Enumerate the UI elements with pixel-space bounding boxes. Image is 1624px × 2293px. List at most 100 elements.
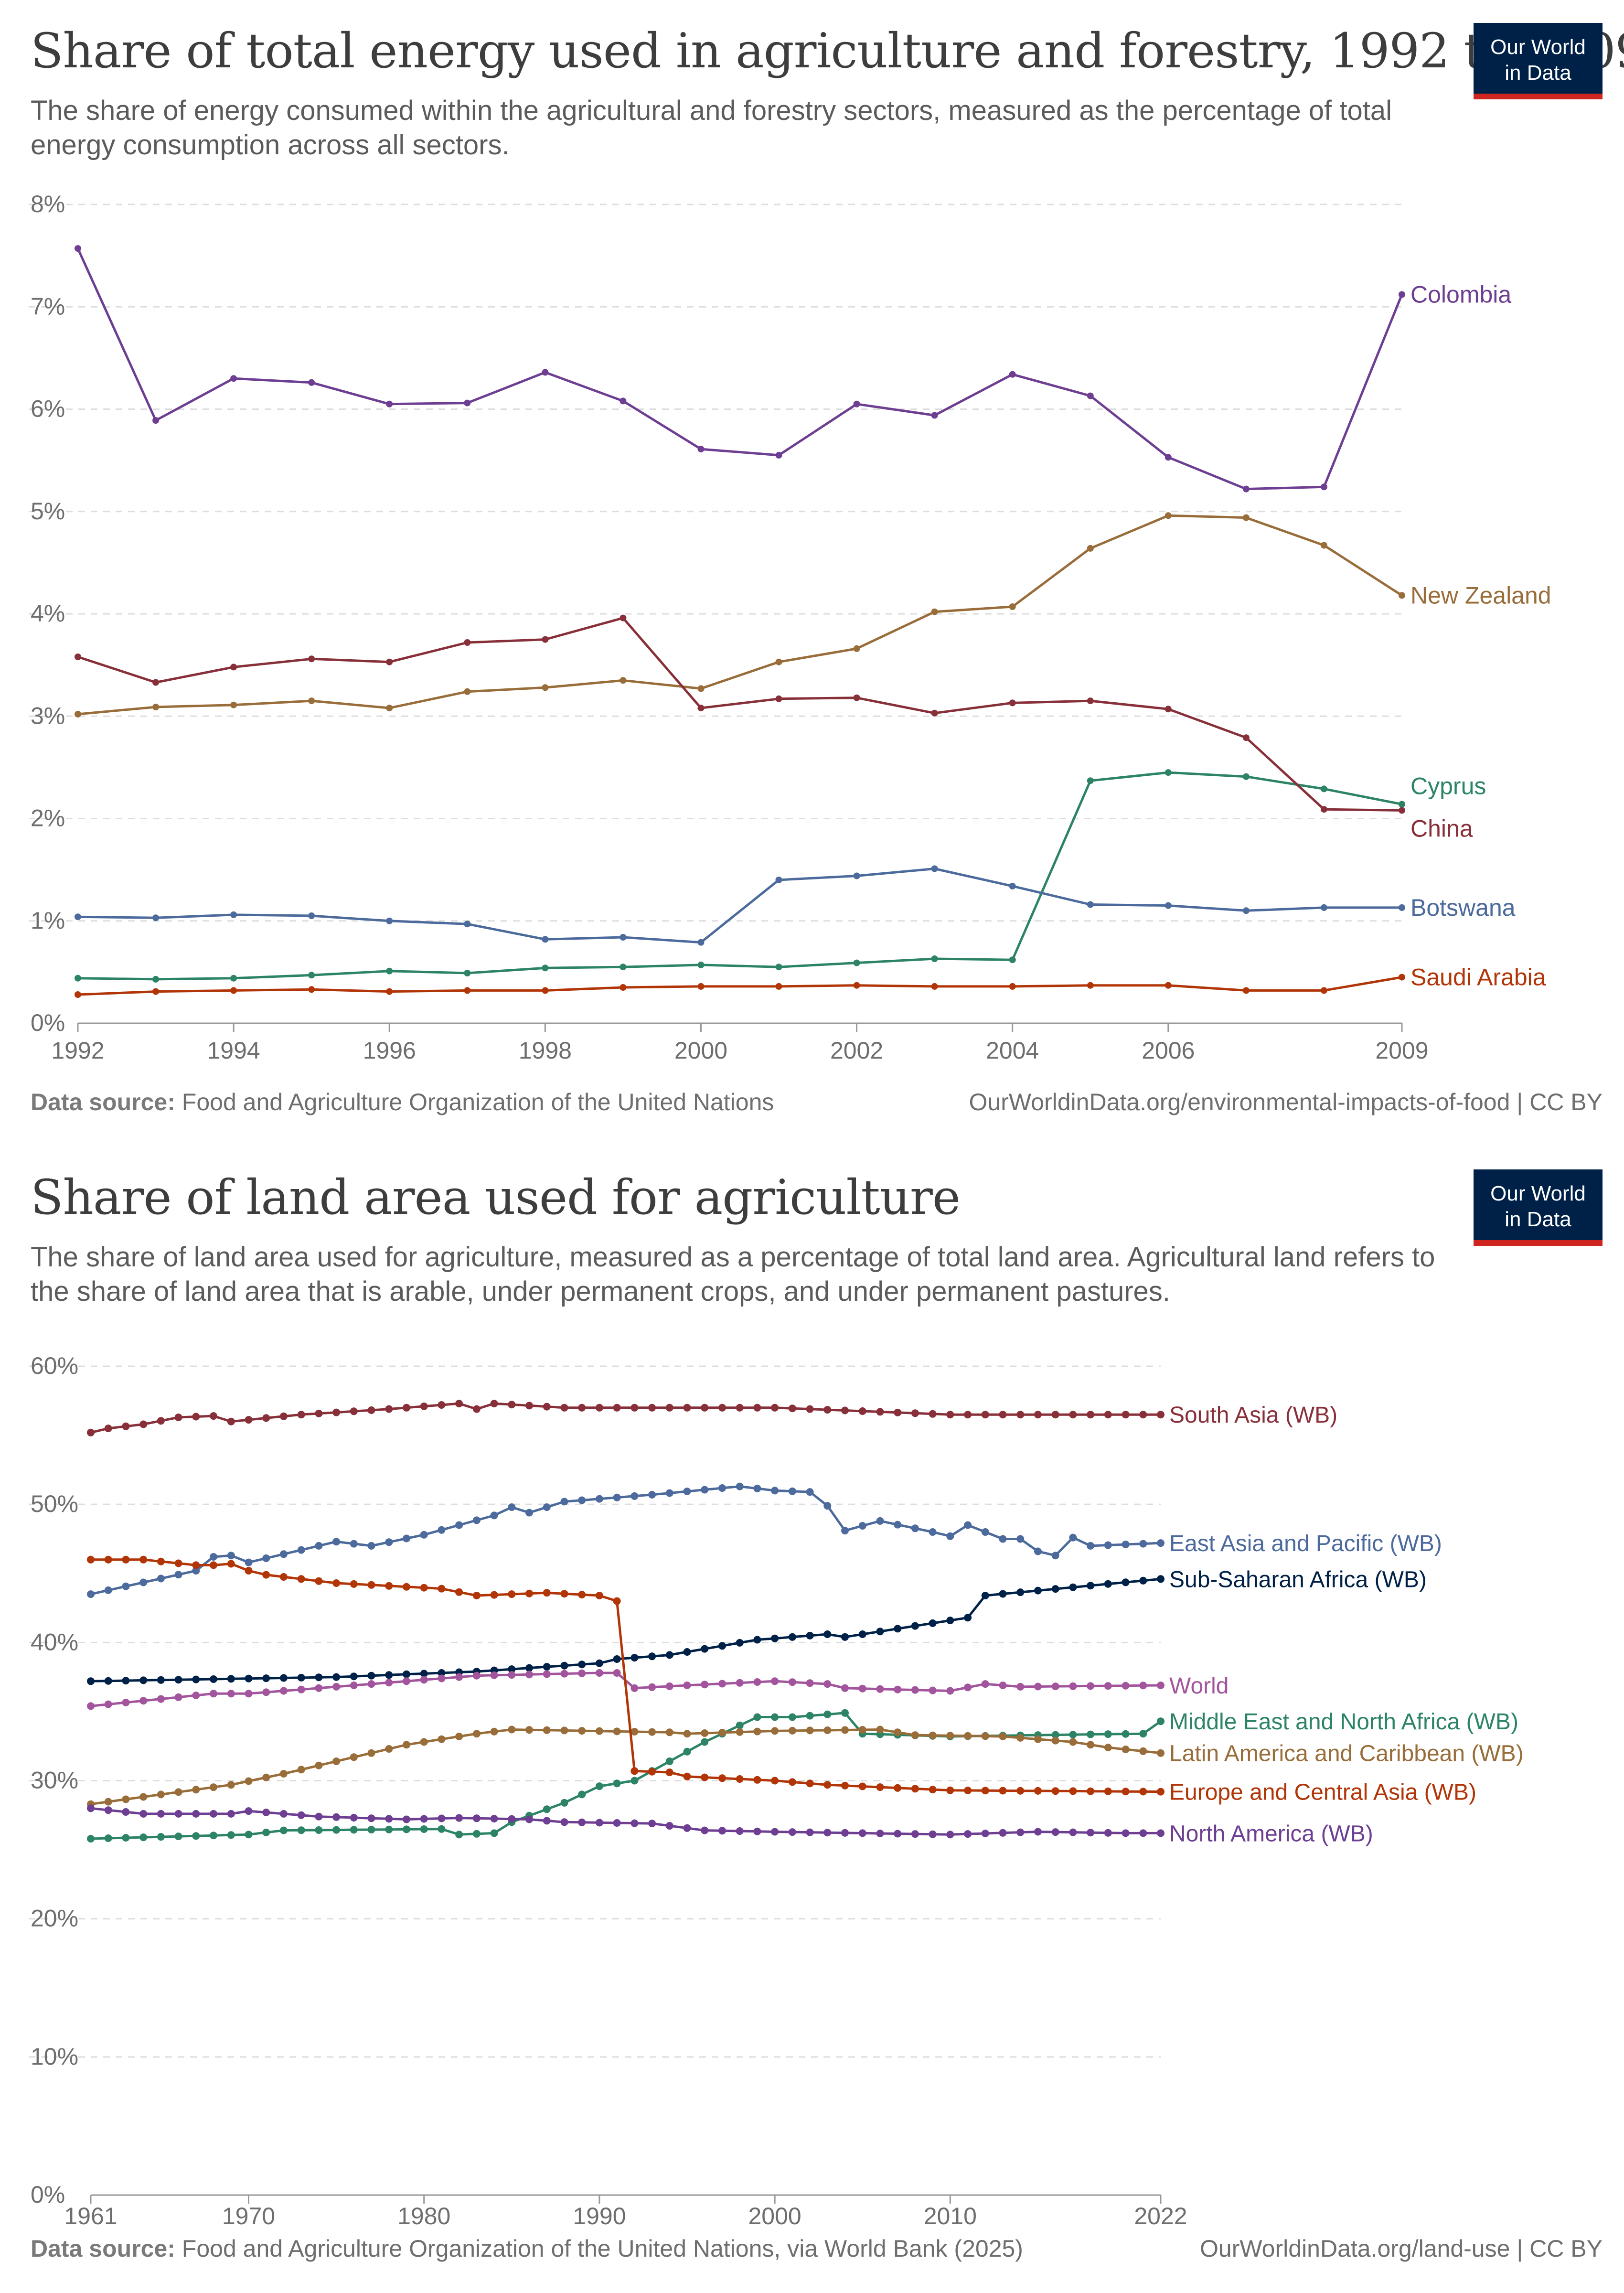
data-point — [736, 1728, 744, 1736]
data-point — [420, 1402, 428, 1410]
data-point — [946, 1831, 954, 1839]
data-point — [1016, 1787, 1025, 1795]
data-point — [455, 1673, 463, 1681]
data-point — [964, 1614, 972, 1622]
owid-logo[interactable]: Our World in Data — [1474, 23, 1603, 99]
data-point — [648, 1683, 656, 1691]
data-point — [1069, 1828, 1077, 1836]
data-point — [1165, 982, 1172, 989]
data-point — [1016, 1535, 1025, 1543]
data-point — [911, 1830, 919, 1838]
data-point — [697, 685, 705, 692]
data-point — [931, 983, 938, 990]
data-point — [332, 1813, 341, 1821]
data-point — [543, 1726, 551, 1734]
series-new-zealand — [75, 512, 1405, 718]
data-point — [853, 872, 860, 879]
data-point — [823, 1502, 832, 1510]
data-point — [403, 1583, 410, 1591]
data-point — [230, 987, 237, 994]
data-point — [999, 1733, 1007, 1740]
data-point — [578, 1727, 586, 1735]
data-point — [279, 1770, 288, 1778]
data-point — [665, 1757, 673, 1765]
series-europe-and-central-asia-wb — [87, 1555, 1165, 1796]
data-point — [385, 1538, 393, 1546]
data-point — [701, 1738, 709, 1746]
data-point — [1016, 1411, 1025, 1419]
data-point — [542, 684, 549, 691]
data-point — [788, 1404, 796, 1413]
data-point — [1399, 807, 1405, 814]
data-point — [420, 1815, 428, 1823]
data-point — [1051, 1828, 1059, 1836]
data-point — [152, 988, 160, 995]
data-point — [438, 1825, 446, 1833]
data-point — [578, 1818, 586, 1826]
data-point — [122, 1677, 130, 1685]
data-point — [543, 1403, 551, 1411]
data-point — [464, 987, 471, 994]
data-point — [718, 1680, 726, 1688]
data-point — [841, 1406, 849, 1414]
series-colombia — [75, 245, 1405, 493]
data-point — [152, 914, 160, 921]
data-point — [543, 1670, 551, 1678]
data-point — [946, 1732, 954, 1740]
data-point — [613, 1669, 621, 1677]
data-point — [613, 1819, 621, 1827]
data-point — [279, 1674, 288, 1682]
data-point — [332, 1757, 341, 1765]
data-point — [1122, 1578, 1130, 1586]
credit-link[interactable]: OurWorldinData.org/environmental-impacts… — [969, 1089, 1603, 1115]
data-point — [508, 1503, 516, 1511]
x-tick-label: 2002 — [830, 1037, 883, 1064]
data-point — [630, 1684, 639, 1692]
source-label: Data source: — [31, 2235, 175, 2262]
source-text: Food and Agriculture Organization of the… — [182, 1089, 774, 1115]
data-point — [1104, 1744, 1112, 1752]
data-point — [350, 1682, 358, 1689]
data-point — [1016, 1734, 1025, 1742]
data-point — [210, 1783, 217, 1791]
data-point — [771, 1634, 779, 1642]
data-point — [931, 865, 938, 872]
data-point — [1157, 1749, 1165, 1757]
data-point — [683, 1772, 691, 1780]
data-point — [315, 1826, 323, 1834]
data-point — [315, 1684, 323, 1692]
data-point — [367, 1581, 375, 1589]
data-point — [701, 1645, 709, 1653]
x-tick-label: 2004 — [986, 1037, 1039, 1064]
data-point — [981, 1592, 989, 1599]
data-point — [245, 1567, 253, 1575]
data-point — [718, 1404, 726, 1412]
data-point — [1051, 1411, 1059, 1419]
data-point — [1320, 987, 1327, 994]
data-point — [543, 1503, 551, 1511]
data-point — [736, 1404, 744, 1412]
data-point — [192, 1692, 200, 1699]
data-point — [297, 1673, 305, 1682]
data-point — [999, 1411, 1007, 1419]
owid-logo[interactable]: Our World in Data — [1474, 1169, 1603, 1246]
data-point — [964, 1830, 972, 1838]
series-label-china: China — [1410, 815, 1473, 842]
data-point — [718, 1827, 726, 1835]
credit-link[interactable]: OurWorldinData.org/land-use | CC BY — [1200, 2235, 1603, 2262]
data-point — [946, 1411, 954, 1419]
data-point — [560, 1404, 568, 1412]
data-point — [87, 1835, 95, 1843]
data-point — [841, 1726, 849, 1734]
data-point — [775, 964, 782, 971]
data-point — [152, 417, 160, 424]
data-point — [1087, 1741, 1095, 1749]
data-point — [227, 1560, 235, 1568]
data-point — [1087, 392, 1094, 399]
data-point — [1069, 1583, 1077, 1591]
data-point — [648, 1728, 656, 1736]
data-point — [1034, 1787, 1042, 1795]
data-point — [929, 1830, 937, 1838]
data-point — [648, 1820, 656, 1828]
data-point — [620, 397, 627, 405]
